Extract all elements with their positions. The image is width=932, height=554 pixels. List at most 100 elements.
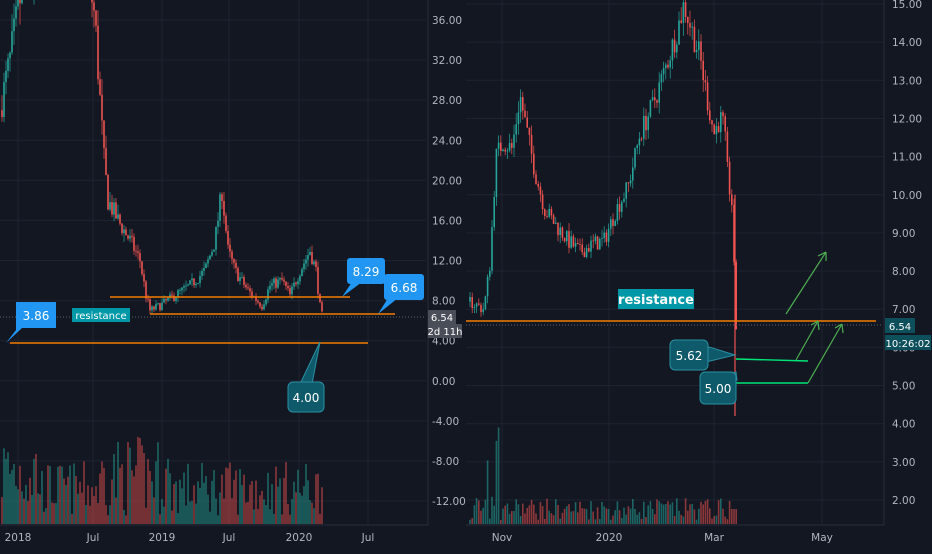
left-volume-bar — [163, 506, 165, 524]
right-candle-body — [590, 240, 592, 252]
right-candle-body — [491, 227, 493, 271]
right-time-axis[interactable]: Nov 2020 Mar May — [492, 532, 833, 544]
right-candle-body — [724, 116, 726, 132]
callout-8-29[interactable]: 8.29 — [342, 258, 385, 297]
left-volume-bar — [259, 495, 261, 524]
projection-arrow-middle[interactable] — [795, 320, 820, 361]
left-candle-body — [249, 288, 251, 292]
left-last-price-text: 6.54 — [431, 313, 453, 324]
left-candle-body — [119, 214, 121, 224]
left-candle-body — [255, 296, 257, 301]
right-volume-bar — [596, 507, 599, 524]
left-volume-bar — [105, 505, 107, 524]
right-volume-bar — [627, 506, 630, 524]
right-last-price-text: 6.54 — [889, 322, 911, 333]
left-candle-body — [95, 10, 97, 26]
left-resistance-label[interactable]: resistance — [72, 308, 130, 322]
left-time-tick: 2018 — [5, 532, 32, 544]
right-candle-body — [684, 2, 687, 17]
left-volume-bar — [75, 475, 77, 524]
right-volume-bar — [482, 507, 484, 524]
right-countdown-tag: 10:26:02 — [885, 335, 931, 350]
left-volume-bar — [115, 497, 117, 524]
left-candle-body — [157, 303, 159, 305]
right-volume-bar — [599, 519, 601, 524]
right-volume-bar — [728, 500, 731, 524]
left-volume-bar — [281, 514, 283, 524]
left-candle-body — [115, 202, 117, 219]
right-volume-bar — [698, 508, 700, 524]
left-volume-bar — [85, 505, 87, 524]
callout-6-68[interactable]: 6.68 — [378, 274, 424, 314]
left-candle-body — [217, 220, 219, 227]
right-candle-body — [484, 296, 487, 310]
right-volume-bar — [735, 509, 737, 524]
left-volume-bar — [65, 484, 67, 524]
left-volume-bar — [133, 476, 135, 524]
right-volume-bar — [711, 518, 713, 524]
left-volume-bar — [27, 501, 29, 524]
left-volume-bar — [313, 508, 315, 524]
left-volume-bar — [189, 501, 191, 524]
left-volume-bar — [59, 465, 61, 524]
right-volume-bar — [709, 508, 711, 524]
left-volume-bar — [29, 477, 31, 524]
left-resistance-text: resistance — [75, 311, 126, 322]
right-candle-body — [713, 124, 715, 135]
left-candle-body — [185, 285, 187, 287]
right-volume-bar — [581, 508, 583, 524]
left-volume-bar — [271, 484, 273, 524]
right-volume-bar — [585, 509, 588, 524]
left-volume-bar — [91, 487, 93, 524]
right-candle-body — [506, 150, 509, 152]
left-candle-body — [223, 201, 225, 216]
callout-5-00[interactable]: 5.00 — [699, 371, 738, 405]
right-volume-bar — [559, 518, 561, 524]
left-candle-body — [93, 2, 95, 11]
callout-5-62[interactable]: 5.62 — [669, 339, 737, 371]
right-candle-body — [478, 303, 480, 305]
right-volume-bar — [713, 515, 715, 524]
right-candle-body — [557, 222, 559, 236]
left-candle-body — [205, 263, 207, 268]
left-volume-bar — [303, 486, 305, 524]
right-green-line-5-62[interactable] — [735, 358, 809, 362]
right-candle-body — [594, 236, 597, 242]
left-price-axis[interactable]: 36.00 32.00 28.00 24.00 20.00 16.00 12.00 8.00 4… — [432, 15, 466, 508]
left-volume-bar — [211, 480, 213, 524]
right-volume-bar — [733, 509, 735, 524]
right-candle-body — [614, 221, 616, 226]
right-volume-bar — [563, 508, 566, 524]
left-time-axis[interactable]: 2018 Jul 2019 Jul 2020 Jul — [5, 532, 375, 544]
left-volume-bar — [247, 501, 249, 524]
projection-arrow-top[interactable] — [785, 251, 827, 315]
left-volume-bar — [49, 466, 51, 524]
left-volume-bar — [287, 503, 289, 524]
right-candle-body — [726, 131, 729, 162]
right-volume-bar — [568, 504, 570, 524]
left-candle-body — [297, 281, 299, 285]
right-volume-bar — [508, 513, 511, 524]
left-volume-bar — [23, 498, 25, 524]
left-volume-bar — [195, 503, 197, 524]
callout-3-86[interactable]: 3.86 — [6, 302, 56, 343]
right-candle-body — [579, 244, 581, 245]
right-candle-body — [715, 126, 718, 135]
left-volume-bar — [109, 505, 111, 524]
right-resistance-label[interactable]: resistance — [618, 289, 694, 309]
right-candle-body — [601, 237, 603, 239]
left-volume-bar — [83, 461, 85, 524]
left-candle-body — [311, 251, 313, 265]
left-candle-body — [183, 286, 185, 288]
left-volume-bar — [15, 485, 17, 524]
callout-5-62-text: 5.62 — [676, 349, 703, 363]
right-volume-bar — [649, 501, 652, 524]
left-candle-body — [259, 302, 261, 307]
projection-arrow-bottom[interactable] — [807, 323, 844, 384]
right-candle-body — [585, 247, 588, 258]
left-volume-bar — [319, 513, 321, 524]
callout-4-00[interactable]: 4.00 — [287, 341, 325, 413]
left-volume-bar — [277, 486, 279, 524]
left-candle-body — [271, 283, 273, 286]
